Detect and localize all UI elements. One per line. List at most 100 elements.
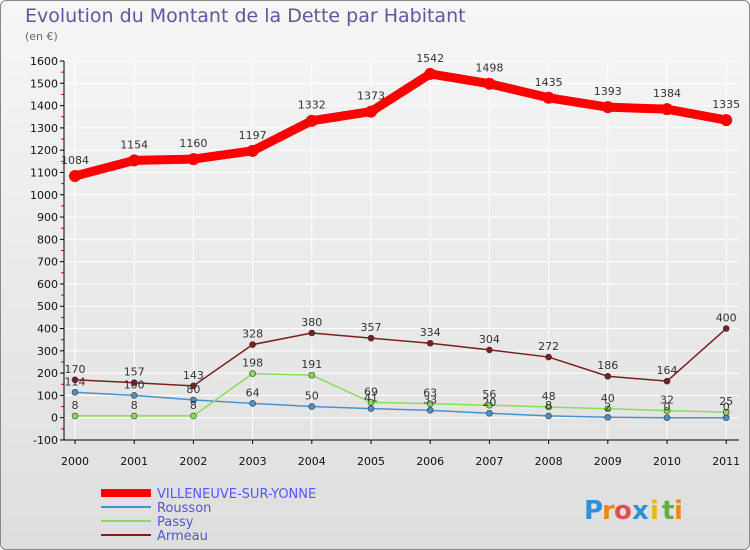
series-line [74,391,727,419]
plot-area [64,61,739,440]
data-label: 1498 [475,62,503,75]
x-tick-label: 2010 [653,455,681,468]
data-point [604,405,612,413]
x-tick-label: 2000 [61,455,89,468]
data-point [130,392,138,399]
data-point [71,376,79,384]
data-label: 334 [420,326,441,339]
data-label: 48 [542,390,556,403]
data-point [604,413,612,421]
data-point [246,144,259,157]
data-label: 304 [479,333,500,346]
data-point [130,412,138,420]
data-point [663,414,671,422]
data-point [601,101,614,114]
data-label: 80 [186,383,200,396]
data-label: 8 [72,399,79,412]
y-tick-label: 800 [37,233,58,246]
brand-logo-letter: t [662,496,674,526]
data-label: 1373 [357,90,385,103]
data-label: 1154 [120,138,148,151]
data-label: 100 [124,378,145,391]
y-tick-label: 200 [37,367,58,380]
data-label: 56 [482,388,496,401]
data-point [486,401,493,409]
data-point [426,400,434,407]
data-label: 32 [660,394,674,407]
data-label: 1332 [298,99,326,112]
series-line [74,327,727,387]
y-tick-label: 300 [37,345,58,358]
x-tick-label: 2003 [239,455,267,468]
brand-logo-letter: x [632,496,649,526]
data-label: 114 [65,375,86,388]
data-label: 63 [423,387,437,400]
data-point [483,77,496,90]
chart-subtitle: (en €) [25,30,58,43]
data-point [424,67,437,80]
data-point [367,334,375,342]
x-tick-label: 2009 [594,455,622,468]
series-line [75,372,727,417]
data-point [486,409,493,417]
x-tick-label: 2007 [475,455,503,468]
data-label: 198 [242,357,263,370]
data-label: 1197 [239,129,267,142]
data-label: 1160 [179,137,207,150]
series-line [73,69,728,181]
data-point [367,405,375,412]
y-tick-label: 1400 [30,100,58,113]
data-point [722,325,730,332]
y-tick-label: 400 [37,323,58,336]
data-label: 170 [65,363,86,376]
brand-logo-letter: r [602,496,615,526]
data-label: 8 [190,399,197,412]
data-label: 1435 [535,76,563,89]
data-point [308,329,316,337]
data-label: 357 [361,321,382,334]
data-point [545,403,552,411]
data-point [130,379,138,387]
data-label: 0 [664,401,671,414]
data-label: 8 [131,399,138,412]
data-point [190,382,197,390]
x-tick-label: 2008 [535,455,563,468]
data-label: 8 [545,399,552,412]
data-label: 64 [246,386,260,399]
data-label: 20 [482,396,496,409]
data-label: 50 [305,390,319,403]
y-tick-label: 100 [37,389,58,402]
data-label: 25 [719,395,733,408]
x-tick-label: 2006 [416,455,444,468]
data-point [187,153,200,166]
data-point [249,341,256,348]
brand-logo-letter: P [584,496,603,526]
data-label: 1393 [594,85,622,98]
y-tick-label: 1600 [30,55,58,68]
chart-title: Evolution du Montant de la Dette par Hab… [25,5,466,27]
data-point [190,396,197,404]
y-tick-label: 700 [37,256,58,269]
legend-entry: Passy [157,515,194,530]
y-tick-label: 900 [37,211,58,224]
data-label: 1335 [712,98,740,111]
data-label: 2 [604,400,611,413]
data-point [249,400,256,407]
data-label: 143 [183,369,204,382]
data-label: 1084 [61,154,89,167]
data-point [663,407,671,414]
data-point [545,412,552,420]
data-point [486,346,493,354]
data-label: 157 [124,366,145,379]
brand-logo-letter: o [614,496,632,526]
data-point [249,370,256,377]
y-tick-label: -100 [33,434,58,447]
x-tick-label: 2005 [357,455,385,468]
data-label: 191 [301,358,322,371]
legend-entry: VILLENEUVE-SUR-YONNE [157,487,316,502]
y-tick-label: 1200 [30,144,58,157]
brand-logo-letter: i [650,496,659,526]
data-point [426,407,434,414]
data-point [604,372,612,380]
